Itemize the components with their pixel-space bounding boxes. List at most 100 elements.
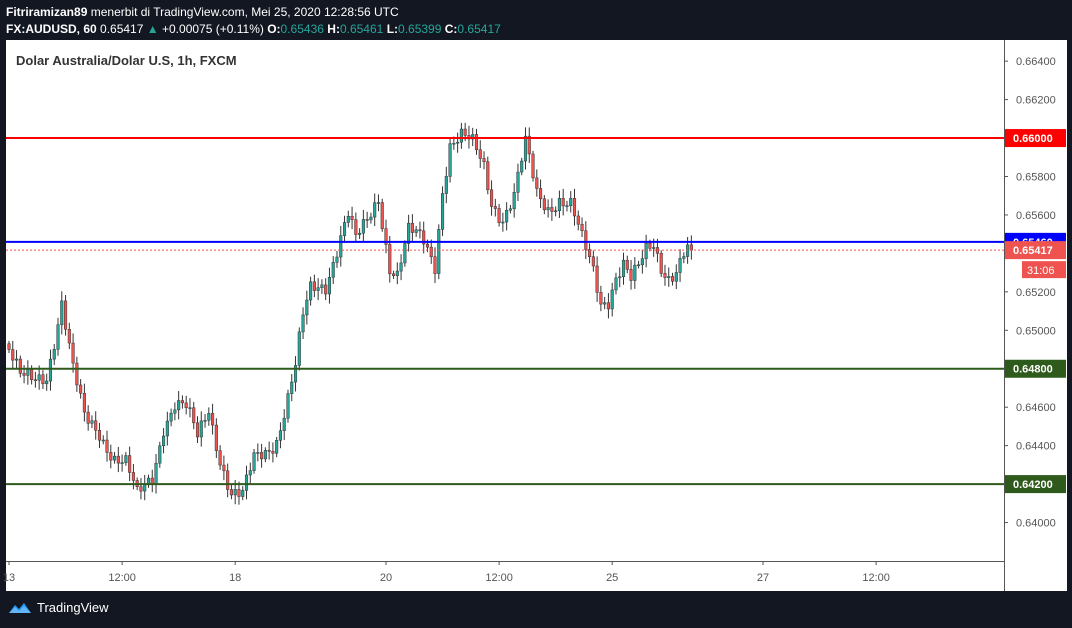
candle-body: [316, 287, 320, 291]
candle-body: [79, 384, 83, 394]
candle-body: [75, 362, 79, 386]
time-tick-label: 13: [3, 572, 15, 584]
candle-body: [588, 249, 592, 257]
candle-body: [41, 374, 45, 385]
candle-body: [82, 393, 86, 413]
candle-body: [629, 269, 633, 281]
candle-body: [493, 206, 497, 209]
open-value: 0.65436: [280, 22, 324, 36]
candle-body: [109, 452, 113, 461]
candle-body: [603, 302, 607, 305]
candle-body: [561, 198, 565, 207]
candle-body: [644, 242, 648, 259]
candle-body: [633, 264, 637, 281]
candle-body: [365, 219, 369, 221]
candle-body: [437, 229, 441, 274]
countdown-label: 31:06: [1027, 265, 1055, 277]
candle-body: [342, 222, 347, 236]
candle-body: [11, 349, 15, 361]
candle-body: [37, 374, 41, 381]
candle-body: [546, 207, 550, 211]
candle-body: [576, 215, 580, 225]
candle-body: [116, 455, 120, 464]
candle-body: [425, 243, 430, 248]
candle-body: [188, 407, 192, 409]
candle-body: [659, 253, 663, 274]
candle-body: [407, 222, 411, 244]
candle-body: [614, 277, 618, 291]
close-label: C:: [444, 22, 458, 36]
candle-body: [199, 420, 203, 438]
author-name: Fitriramizan89: [6, 5, 88, 19]
candle-body: [395, 270, 399, 276]
candle-body: [90, 420, 94, 424]
candle-body: [252, 452, 256, 471]
candle-body: [241, 490, 245, 497]
candle-body: [584, 230, 588, 250]
last-price-label: 0.65417: [1013, 245, 1053, 257]
candle-body: [248, 470, 252, 476]
time-tick-label: 25: [606, 572, 618, 584]
candle-body: [180, 400, 184, 404]
candle-body: [101, 439, 105, 442]
price-tick-label: 0.64400: [1016, 441, 1056, 453]
candle-body: [380, 202, 384, 229]
candle-body: [67, 329, 71, 344]
time-tick-label: 18: [229, 572, 241, 584]
candle-body: [599, 292, 603, 305]
candle-body: [320, 284, 324, 288]
candle-body: [652, 247, 656, 249]
candle-body: [131, 472, 135, 481]
candle-body: [169, 412, 173, 422]
candle-body: [309, 281, 313, 301]
candle-body: [523, 135, 528, 162]
candle-body: [429, 246, 433, 257]
candle-body: [580, 223, 584, 231]
tradingview-branding[interactable]: TradingView: [8, 600, 109, 615]
time-tick-label: 12:00: [862, 572, 890, 584]
candle-body: [56, 324, 60, 350]
candle-body: [497, 208, 501, 223]
candle-body: [399, 262, 403, 272]
candle-body: [606, 302, 610, 310]
candle-body: [516, 171, 520, 193]
candle-body: [621, 259, 626, 278]
candle-body: [192, 407, 196, 424]
candle-body: [226, 470, 230, 490]
candle-body: [358, 232, 362, 235]
candle-body: [505, 209, 509, 223]
price-tick-label: 0.66200: [1016, 95, 1056, 107]
level-price-tag: [1005, 359, 1066, 378]
time-axis[interactable]: [6, 562, 1004, 591]
candle-body: [256, 452, 260, 454]
candle-body: [278, 430, 282, 441]
candle-body: [267, 450, 271, 452]
candle-body: [572, 198, 577, 217]
candle-body: [293, 365, 298, 383]
last-value: 0.65417: [100, 22, 144, 36]
candle-body: [233, 489, 237, 496]
candle-body: [403, 243, 407, 264]
candle-body: [97, 430, 102, 441]
candle-body: [569, 198, 573, 206]
close-value: 0.65417: [457, 22, 501, 36]
chart-title: Dolar Australia/Dolar U.S, 1h, FXCM: [16, 53, 237, 68]
candle-body: [448, 143, 452, 177]
candle-body: [64, 300, 68, 330]
candle-body: [154, 462, 158, 485]
high-label: H:: [327, 22, 340, 36]
candle-body: [158, 445, 162, 464]
level-price-label: 0.64800: [1013, 364, 1053, 376]
candle-body: [456, 141, 460, 144]
candle-body: [124, 455, 128, 463]
price-tick-label: 0.65800: [1016, 171, 1056, 183]
candle-body: [14, 358, 19, 361]
candle-body: [350, 216, 354, 220]
ohlc-legend: FX:AUDUSD, 60 0.65417 ▲ +0.00075 (+0.11%…: [6, 22, 501, 36]
candle-body: [346, 216, 350, 223]
candle-body: [565, 205, 569, 207]
candle-body: [361, 219, 365, 234]
candle-body: [512, 192, 516, 210]
chart-plot-area[interactable]: [6, 40, 1004, 561]
